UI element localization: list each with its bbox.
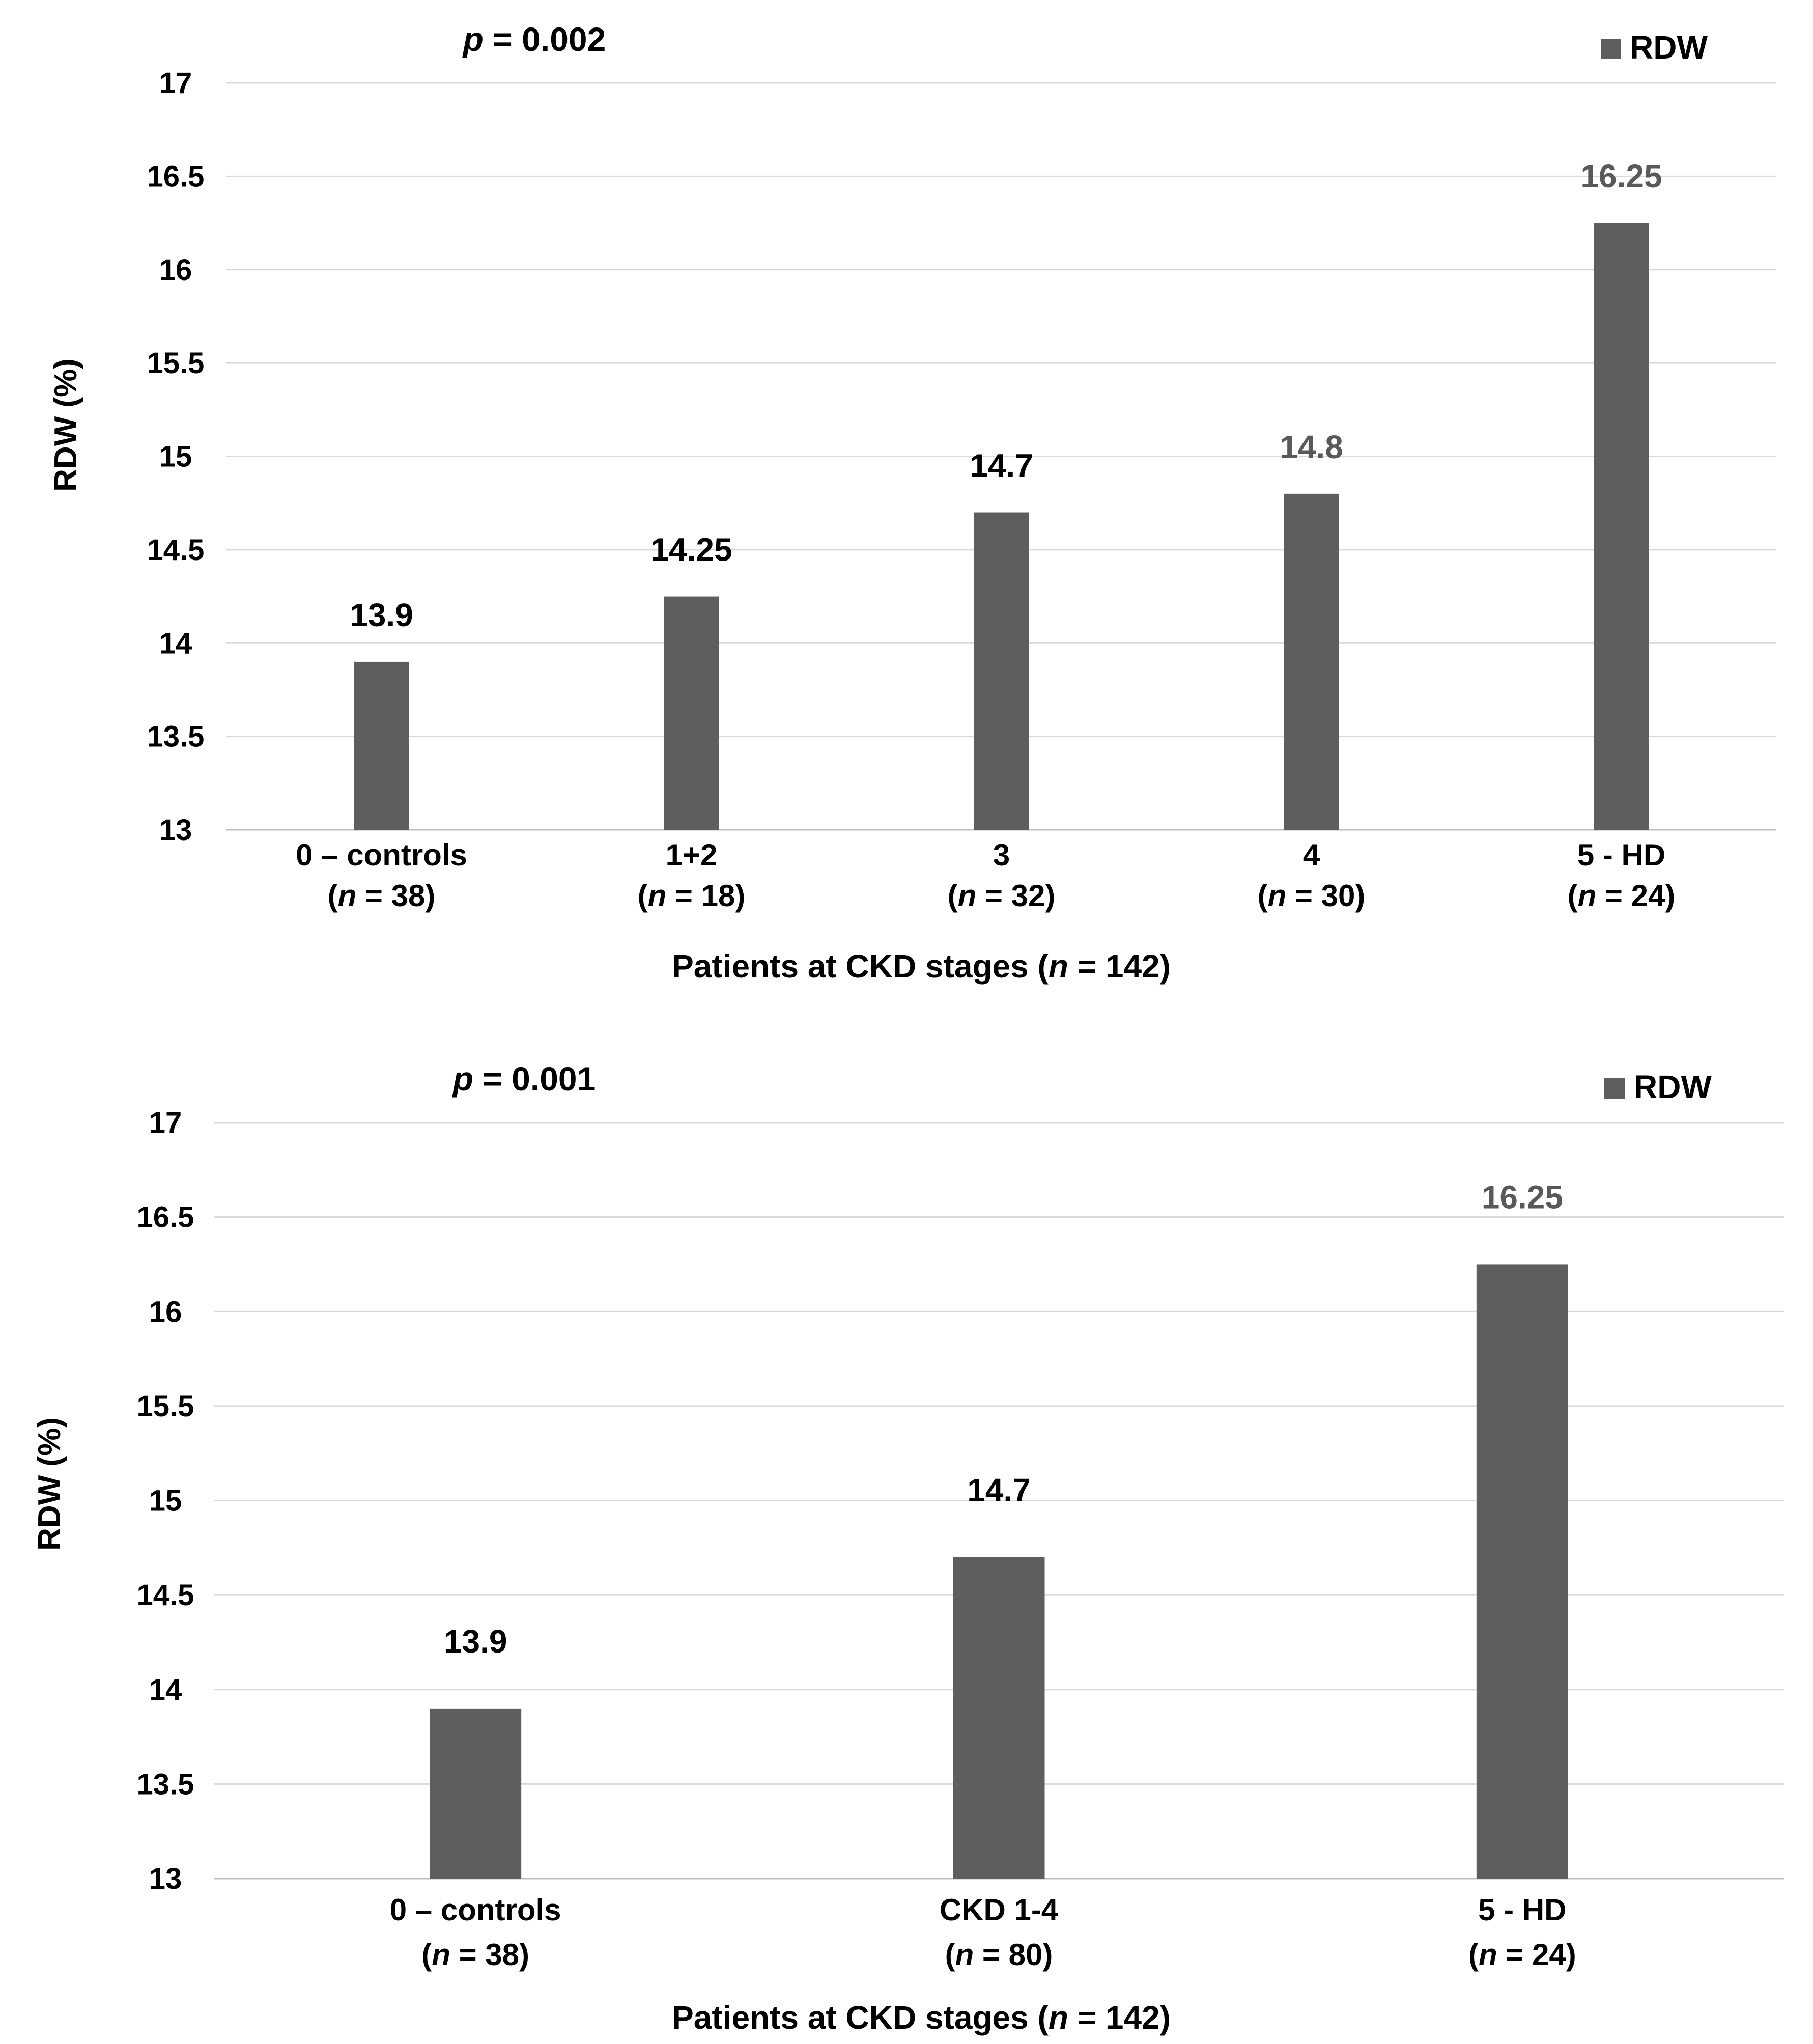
legend-swatch [1601, 39, 1621, 59]
x-category-label: 1+2 [666, 838, 718, 872]
legend: RDW [1604, 1069, 1712, 1105]
x-category-label: 0 – controls [390, 1893, 561, 1927]
y-tick-label: 15 [149, 1485, 182, 1518]
legend-label: RDW [1634, 1069, 1712, 1105]
y-tick-label: 16 [149, 1295, 182, 1328]
y-tick-label: 14 [149, 1673, 182, 1706]
data-label: 16.25 [1482, 1179, 1563, 1215]
y-tick-label: 15.5 [137, 1390, 194, 1423]
y-tick-label: 13 [159, 814, 192, 847]
data-label: 14.7 [970, 447, 1033, 484]
x-category-label: 5 - HD [1478, 1893, 1566, 1927]
y-tick-label: 13.5 [137, 1768, 194, 1801]
x-category-label: 0 – controls [296, 838, 467, 872]
chart-panel-2: 13 13.5 14 14.5 15 15.5 16 16.5 17 13.9 0 – contro… [32, 1060, 1784, 2036]
bar [1476, 1264, 1568, 1879]
x-category-count: (n = 24) [1568, 879, 1676, 913]
x-category-label: 3 [993, 838, 1010, 872]
y-axis-title: RDW (%) [32, 1417, 67, 1551]
bar [974, 512, 1029, 830]
bar [664, 596, 719, 830]
data-label: 13.9 [350, 597, 413, 633]
data-label: 14.7 [967, 1472, 1031, 1508]
y-tick-label: 13.5 [147, 720, 205, 753]
x-category-count: (n = 38) [328, 879, 436, 913]
y-tick-label: 14 [159, 627, 192, 660]
y-tick-label: 16.5 [137, 1201, 194, 1234]
y-tick-label: 14.5 [147, 534, 205, 567]
bar [1284, 493, 1339, 830]
x-category-label: 5 - HD [1577, 838, 1665, 872]
bar [1594, 223, 1649, 830]
legend-swatch [1604, 1078, 1625, 1099]
data-label: 16.25 [1580, 158, 1662, 194]
data-label: 14.8 [1280, 429, 1343, 465]
y-tick-label: 15 [159, 440, 192, 473]
p-value-annotation: p = 0.002 [462, 20, 606, 58]
y-tick-label: 15.5 [147, 347, 205, 380]
x-category-label: 4 [1303, 838, 1320, 872]
x-category-label: CKD 1-4 [940, 1893, 1059, 1927]
y-tick-label: 17 [159, 67, 192, 100]
x-axis-title: Patients at CKD stages (n = 142) [672, 948, 1171, 985]
x-category-count: (n = 80) [945, 1938, 1053, 1972]
chart-panel-1: 13 13.5 14 14.5 15 15.5 16 16.5 17 13.9 0 – contro… [48, 20, 1776, 985]
x-category-count: (n = 38) [421, 1938, 529, 1972]
data-label: 13.9 [444, 1623, 507, 1660]
y-tick-label: 17 [149, 1106, 182, 1139]
y-tick-label: 13 [149, 1862, 182, 1895]
y-axis-title: RDW (%) [48, 358, 83, 492]
x-axis-title: Patients at CKD stages (n = 142) [672, 1999, 1171, 2036]
y-tick-label: 16 [159, 254, 192, 287]
x-category-count: (n = 32) [948, 879, 1056, 913]
x-category-count: (n = 30) [1258, 879, 1366, 913]
legend: RDW [1601, 29, 1708, 66]
y-tick-label: 14.5 [137, 1579, 194, 1612]
data-label: 14.25 [650, 531, 732, 568]
bar [953, 1557, 1045, 1879]
y-tick-label: 16.5 [147, 160, 205, 193]
bar [354, 661, 409, 830]
x-category-count: (n = 24) [1468, 1938, 1576, 1972]
p-value-annotation: p = 0.001 [452, 1060, 596, 1098]
bar [430, 1708, 522, 1879]
x-category-count: (n = 18) [638, 879, 746, 913]
legend-label: RDW [1630, 29, 1708, 66]
